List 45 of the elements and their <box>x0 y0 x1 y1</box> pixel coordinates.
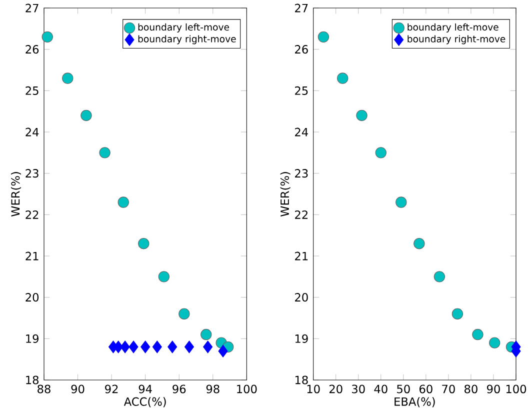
y-tick-label: 25 <box>26 86 38 95</box>
y-tick-label: 21 <box>295 252 308 260</box>
x-tick-label: 94 <box>138 384 152 394</box>
y-tick-label: 27 <box>26 4 38 12</box>
y-tick-label: 24 <box>295 128 308 136</box>
x-tick-label: 96 <box>172 384 186 394</box>
y-tick-label: 22 <box>26 210 38 219</box>
x-tick-label: 100 <box>237 384 257 394</box>
y-tick-label: 23 <box>26 169 38 178</box>
x-tick-label: 20 <box>329 384 342 394</box>
y-tick-label: 22 <box>295 210 308 219</box>
y-axis-title: WER(%) <box>280 172 290 217</box>
x-tick-label: 50 <box>397 384 410 394</box>
legend-label: boundary left-move <box>408 23 498 32</box>
y-tick-label: 24 <box>26 128 39 136</box>
y-tick-label: 18 <box>295 376 308 384</box>
y-tick-label: 27 <box>295 4 308 12</box>
x-axis-title: EBA(%) <box>394 397 435 408</box>
x-tick-label: 88 <box>38 384 50 394</box>
legend-label: boundary left-move <box>138 23 230 32</box>
y-tick-label: 19 <box>26 334 38 343</box>
y-axis-title: WER(%) <box>10 172 22 217</box>
y-tick-label: 23 <box>295 169 308 178</box>
legend-label: boundary right-move <box>408 35 506 44</box>
legend-label: boundary right-move <box>138 35 236 44</box>
y-tick-label: 26 <box>26 45 39 54</box>
x-tick-label: 10 <box>307 384 320 394</box>
x-tick-label: 90 <box>486 384 500 394</box>
x-tick-label: 80 <box>464 384 478 394</box>
x-tick-label: 98 <box>206 384 220 394</box>
y-tick-label: 26 <box>295 45 308 54</box>
x-tick-label: 100 <box>506 384 526 394</box>
y-tick-label: 19 <box>295 334 308 343</box>
y-tick-label: 20 <box>26 293 39 302</box>
y-tick-label: 25 <box>295 86 308 95</box>
y-tick-label: 18 <box>26 376 39 384</box>
x-tick-label: 40 <box>374 384 388 394</box>
x-tick-label: 30 <box>352 384 365 394</box>
x-tick-label: 60 <box>420 384 432 394</box>
y-tick-label: 21 <box>26 252 38 260</box>
x-tick-label: 92 <box>105 384 118 394</box>
x-axis-title: ACC(%) <box>124 397 166 408</box>
y-tick-label: 20 <box>295 293 308 302</box>
x-tick-label: 90 <box>71 384 84 394</box>
x-tick-label: 70 <box>442 384 455 394</box>
